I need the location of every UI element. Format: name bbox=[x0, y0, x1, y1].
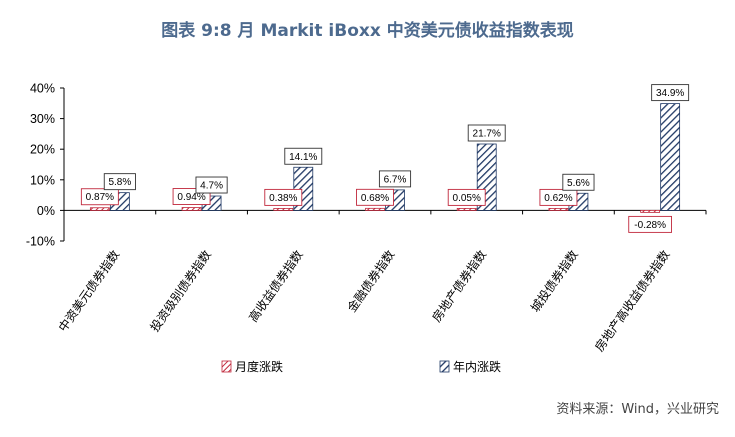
data-label: 0.68% bbox=[361, 193, 389, 204]
data-label: 0.05% bbox=[453, 193, 481, 204]
data-label: 0.94% bbox=[177, 192, 205, 203]
data-label-box bbox=[467, 124, 506, 142]
category-label: 高收益债券指数 bbox=[245, 247, 305, 324]
data-label-box bbox=[284, 147, 323, 165]
category-label: 房地产债券指数 bbox=[429, 247, 489, 324]
data-label: 0.87% bbox=[86, 192, 114, 203]
legend-swatch-monthly bbox=[221, 360, 232, 373]
category-label: 中资美元债券指数 bbox=[55, 247, 122, 334]
legend-swatch-yearly bbox=[439, 360, 450, 373]
data-label: 6.7% bbox=[384, 174, 407, 185]
data-label-box bbox=[447, 188, 486, 206]
monthly-bar bbox=[456, 207, 477, 211]
monthly-bar bbox=[273, 207, 294, 211]
category-label: 房地产高收益债券指数 bbox=[591, 247, 672, 354]
y-tick-label: 40% bbox=[30, 82, 55, 96]
monthly-bar bbox=[640, 209, 661, 213]
data-label: 0.38% bbox=[269, 193, 297, 204]
data-label: 14.1% bbox=[289, 152, 317, 163]
data-label: 34.9% bbox=[656, 88, 684, 99]
legend-label-monthly: 月度涨跌 bbox=[235, 359, 283, 374]
y-tick-label: 20% bbox=[30, 143, 55, 157]
data-label-box bbox=[195, 176, 228, 194]
monthly-bar bbox=[365, 207, 385, 211]
monthly-bar bbox=[181, 207, 202, 211]
data-label-box bbox=[562, 173, 595, 191]
y-tick-label: -10% bbox=[26, 235, 55, 249]
category-label: 金融债券指数 bbox=[344, 247, 398, 315]
data-label: 5.6% bbox=[567, 178, 590, 189]
data-label: 5.8% bbox=[108, 177, 131, 188]
y-tick-label: 10% bbox=[30, 173, 55, 187]
data-label-box bbox=[628, 215, 672, 233]
chart-title: 图表 9:8 月 Markit iBoxx 中资美元债收益指数表现 bbox=[161, 21, 574, 41]
monthly-bar bbox=[548, 207, 569, 211]
source-note: 资料来源：Wind，兴业研究 bbox=[556, 402, 719, 417]
legend-label-yearly: 年内涨跌 bbox=[453, 359, 501, 374]
category-label: 城投债券指数 bbox=[527, 247, 581, 315]
data-label: -0.28% bbox=[634, 220, 666, 231]
category-label: 投资级别债券指数 bbox=[147, 247, 214, 334]
data-label-box bbox=[80, 188, 119, 206]
data-label-box bbox=[264, 188, 303, 206]
data-label-box bbox=[539, 188, 578, 206]
data-label-box bbox=[651, 84, 690, 102]
data-label: 0.62% bbox=[544, 193, 572, 204]
y-tick-label: 0% bbox=[37, 204, 55, 218]
data-label: 4.7% bbox=[200, 181, 223, 192]
yearly-bar bbox=[660, 103, 681, 211]
data-label-box bbox=[103, 173, 136, 191]
y-tick-label: 30% bbox=[30, 112, 55, 126]
data-label-box bbox=[356, 188, 394, 206]
data-label-box bbox=[378, 170, 412, 188]
data-label: 21.7% bbox=[473, 128, 501, 139]
monthly-bar bbox=[89, 207, 110, 211]
